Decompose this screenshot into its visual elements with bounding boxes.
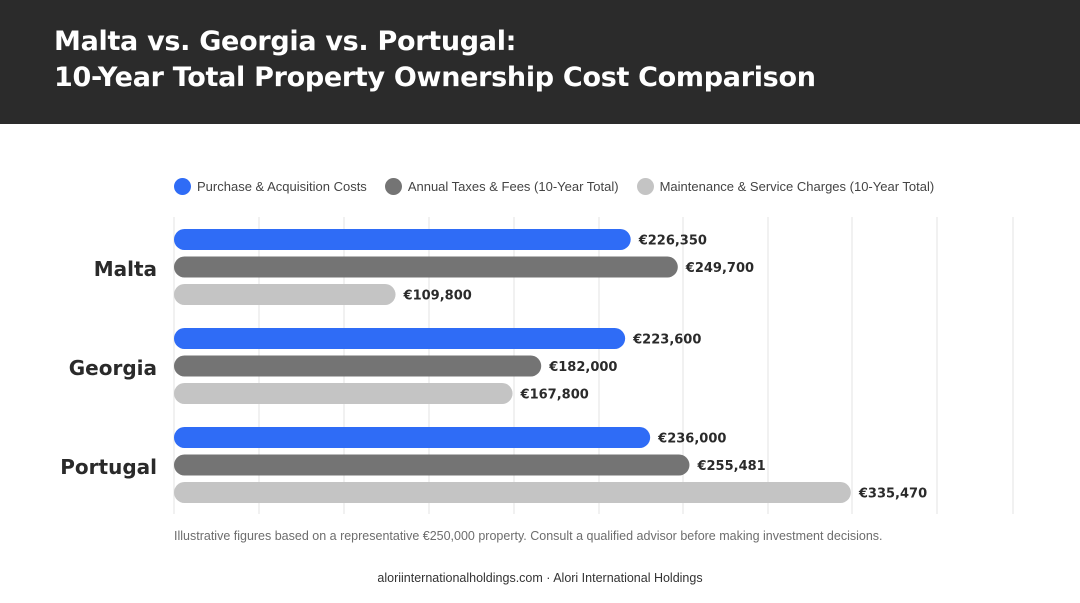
bar-georgia-series-2 bbox=[174, 355, 542, 377]
chart-title-line-1: Malta vs. Georgia vs. Portugal: bbox=[54, 26, 517, 57]
chart-legend: Purchase & Acquisition Costs Annual Taxe… bbox=[174, 175, 952, 197]
legend-swatch-taxes bbox=[384, 177, 402, 195]
data-label-georgia-series-3: €167,800 bbox=[520, 388, 589, 403]
bar-georgia-series-1 bbox=[174, 328, 626, 349]
category-label-portugal: Portugal bbox=[60, 455, 157, 479]
data-label-georgia-series-2: €182,000 bbox=[548, 360, 617, 375]
legend-item-taxes: Annual Taxes & Fees (10-Year Total) bbox=[384, 177, 619, 195]
legend-label-taxes: Annual Taxes & Fees (10-Year Total) bbox=[407, 178, 619, 194]
legend-swatch-purchase bbox=[174, 177, 191, 195]
data-label-portugal-series-1: €236,000 bbox=[657, 432, 726, 447]
data-label-portugal-series-2: €255,481 bbox=[696, 459, 765, 474]
data-label-malta-series-2: €249,700 bbox=[685, 261, 754, 276]
data-label-portugal-series-3: €335,470 bbox=[858, 487, 927, 502]
bar-georgia-series-3 bbox=[174, 383, 513, 404]
bar-portugal-series-3 bbox=[174, 482, 851, 503]
legend-swatch-maintenance bbox=[636, 177, 654, 195]
credit-line: aloriinternationalholdings.com · Alori I… bbox=[377, 571, 703, 585]
footnote: Illustrative figures based on a represen… bbox=[174, 529, 883, 543]
legend-label-purchase: Purchase & Acquisition Costs bbox=[197, 178, 367, 194]
title-banner: Malta vs. Georgia vs. Portugal: 10-Year … bbox=[0, 0, 1080, 124]
legend-label-maintenance: Maintenance & Service Charges (10-Year T… bbox=[659, 178, 935, 194]
bar-malta-series-2 bbox=[174, 256, 678, 278]
legend-item-maintenance: Maintenance & Service Charges (10-Year T… bbox=[636, 177, 935, 195]
bar-portugal-series-1 bbox=[174, 427, 651, 448]
data-label-georgia-series-1: €223,600 bbox=[632, 333, 701, 348]
chart-title-line-2: 10-Year Total Property Ownership Cost Co… bbox=[54, 62, 816, 93]
data-label-malta-series-1: €226,350 bbox=[638, 234, 707, 249]
legend-item-purchase: Purchase & Acquisition Costs bbox=[174, 177, 367, 195]
data-label-malta-series-3: €109,800 bbox=[403, 289, 472, 304]
bar-malta-series-3 bbox=[174, 284, 396, 305]
category-label-georgia: Georgia bbox=[69, 356, 157, 380]
bar-malta-series-1 bbox=[174, 229, 631, 250]
category-label-malta: Malta bbox=[94, 257, 157, 281]
bar-portugal-series-2 bbox=[174, 454, 690, 476]
